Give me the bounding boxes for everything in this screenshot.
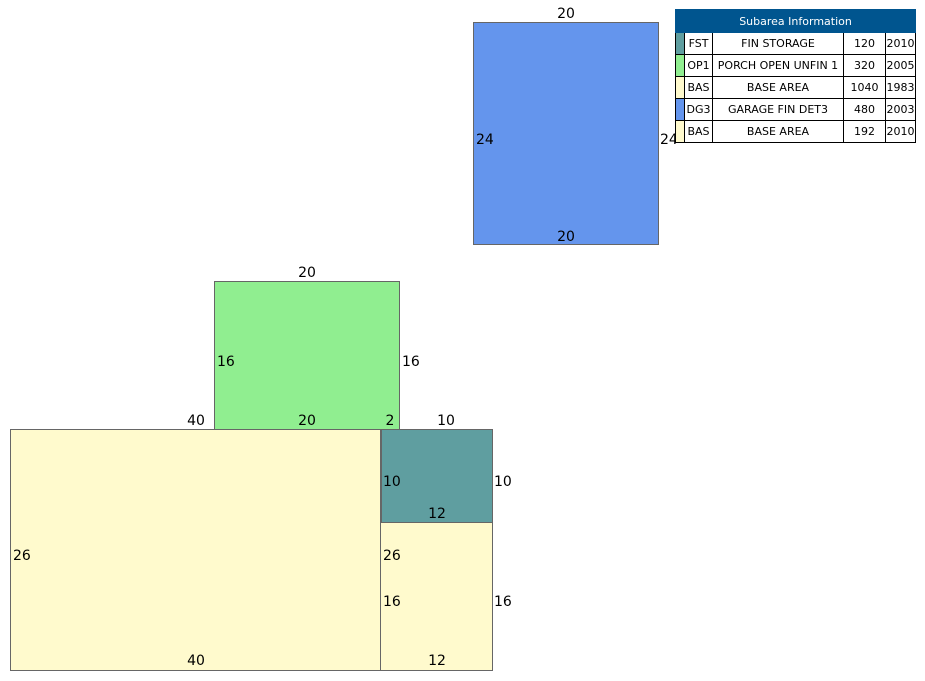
subarea-legend: Subarea Information FST FIN STORAGE 120 201… <box>674 9 917 143</box>
subarea-year: 2005 <box>884 54 917 77</box>
storage-right-dimension: 10 <box>494 474 512 490</box>
garage-bottom-dimension: 20 <box>557 229 575 245</box>
fin-storage-area[interactable] <box>381 429 493 523</box>
subarea-description: GARAGE FIN DET3 <box>712 98 844 121</box>
garage-right-dimension: 24 <box>660 132 678 148</box>
subarea-description: BASE AREA <box>712 76 844 99</box>
subarea-year: 2003 <box>884 98 917 121</box>
subarea-description: PORCH OPEN UNFIN 1 <box>712 54 844 77</box>
legend-color-swatch <box>675 98 685 121</box>
legend-color-swatch <box>675 32 685 55</box>
porch-area[interactable] <box>214 281 400 430</box>
base-main-left-dimension: 26 <box>13 548 31 564</box>
base-main-top-dimension: 40 <box>187 413 205 429</box>
legend-row[interactable]: FST FIN STORAGE 120 2010 <box>675 32 917 55</box>
garage-left-dimension: 24 <box>476 132 494 148</box>
legend-row[interactable]: OP1 PORCH OPEN UNFIN 1 320 2005 <box>675 54 917 77</box>
base-main-bottom-dimension: 40 <box>187 653 205 669</box>
subarea-area: 120 <box>843 32 886 55</box>
base-main-right-dimension: 26 <box>383 548 401 564</box>
legend-color-swatch <box>675 76 685 99</box>
legend-row[interactable]: DG3 GARAGE FIN DET3 480 2003 <box>675 98 917 121</box>
subarea-code: BAS <box>684 120 713 143</box>
legend-color-swatch <box>675 54 685 77</box>
subarea-area: 480 <box>843 98 886 121</box>
storage-top-dimension: 10 <box>437 413 455 429</box>
base-addition-bottom-dimension: 12 <box>428 653 446 669</box>
subarea-code: DG3 <box>684 98 713 121</box>
subarea-year: 2010 <box>884 120 917 143</box>
subarea-area: 192 <box>843 120 886 143</box>
subarea-code: BAS <box>684 76 713 99</box>
legend-row[interactable]: BAS BASE AREA 1040 1983 <box>675 76 917 99</box>
garage-area[interactable] <box>473 22 659 245</box>
subarea-area: 320 <box>843 54 886 77</box>
subarea-code: OP1 <box>684 54 713 77</box>
porch-bottom-dimension: 20 <box>298 413 316 429</box>
legend-color-swatch <box>675 120 685 143</box>
base-area-main[interactable] <box>10 429 381 671</box>
storage-offset-dimension: 2 <box>386 413 395 429</box>
porch-left-dimension: 16 <box>217 354 235 370</box>
base-addition-left-dimension: 16 <box>383 594 401 610</box>
base-area-addition[interactable] <box>380 522 493 671</box>
storage-bottom-dimension: 12 <box>428 506 446 522</box>
storage-left-dimension: 10 <box>383 474 401 490</box>
legend-rows: FST FIN STORAGE 120 2010 OP1 PORCH OPEN UNFIN… <box>675 32 917 143</box>
subarea-code: FST <box>684 32 713 55</box>
legend-row[interactable]: BAS BASE AREA 192 2010 <box>675 120 917 143</box>
subarea-description: FIN STORAGE <box>712 32 844 55</box>
legend-title: Subarea Information <box>674 9 917 33</box>
garage-top-dimension: 20 <box>557 6 575 22</box>
subarea-description: BASE AREA <box>712 120 844 143</box>
subarea-year: 1983 <box>884 76 917 99</box>
subarea-year: 2010 <box>884 32 917 55</box>
base-addition-right-dimension: 16 <box>494 594 512 610</box>
porch-right-dimension: 16 <box>402 354 420 370</box>
porch-top-dimension: 20 <box>298 265 316 281</box>
subarea-area: 1040 <box>843 76 886 99</box>
